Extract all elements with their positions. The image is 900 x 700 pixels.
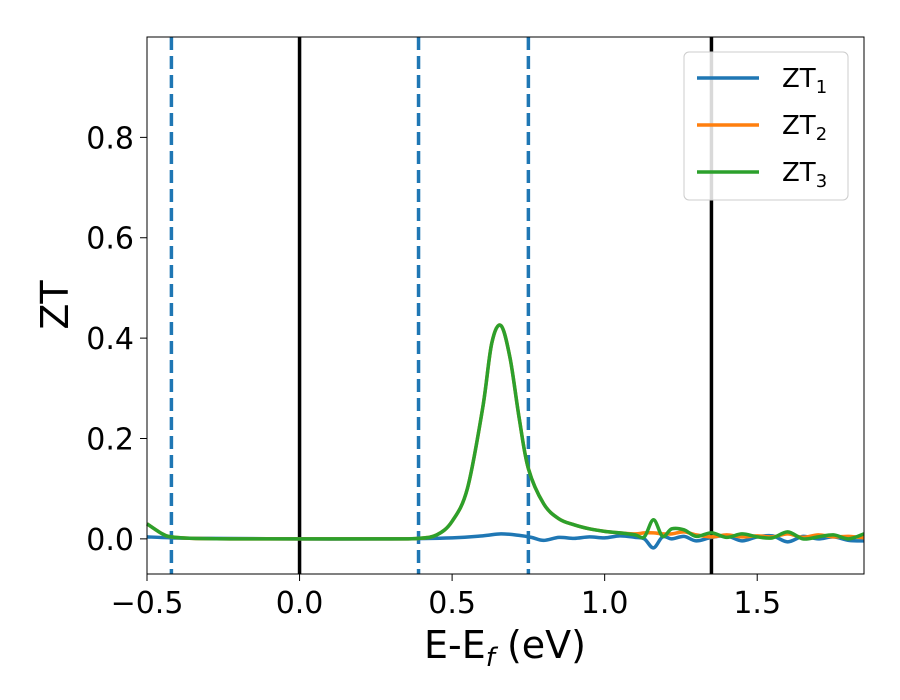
y-tick-label: 0.2 [86, 422, 134, 457]
legend: ZT1 ZT2 ZT3 [683, 51, 849, 201]
x-tick-label: 0.5 [428, 586, 476, 621]
x-tick-label: 0.0 [276, 586, 324, 621]
y-tick-label: 0.8 [86, 121, 134, 156]
y-axis-label: ZT [33, 280, 77, 330]
x-tick-label: −0.5 [111, 586, 184, 621]
x-tick-label: 1.0 [581, 586, 629, 621]
y-axis-ticks: 0.0 0.2 0.4 0.6 0.8 [86, 121, 147, 558]
legend-box [683, 51, 849, 201]
plot-frame [146, 36, 865, 575]
y-tick-label: 0.6 [86, 222, 134, 257]
y-tick-label: 0.4 [86, 322, 134, 357]
y-tick-label: 0.0 [86, 523, 134, 558]
series-line-zt3 [146, 323, 865, 541]
x-tick-label: 1.5 [733, 586, 781, 621]
x-axis-label: E-Ef (eV) [424, 623, 586, 673]
x-axis-ticks: −0.5 0.0 0.5 1.0 1.5 [111, 574, 781, 621]
legend-label-zt2: ZT2 [782, 111, 827, 145]
legend-label-zt1: ZT1 [782, 64, 827, 98]
x-axis-label-main: E-E [424, 623, 486, 667]
series-layer [146, 323, 865, 550]
legend-label-zt3: ZT3 [782, 158, 827, 192]
x-axis-label-suffix: (eV) [495, 623, 586, 667]
